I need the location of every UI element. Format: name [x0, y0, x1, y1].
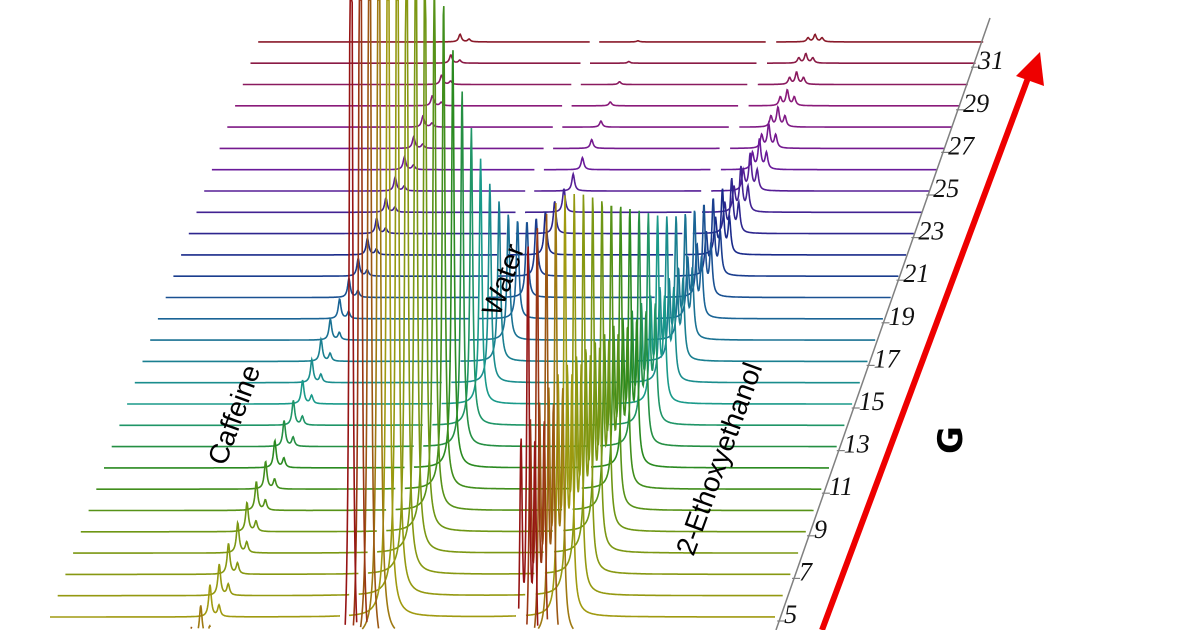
arrow-head-icon — [1016, 52, 1044, 86]
spectrum-trace-g24 — [196, 165, 922, 214]
spectrum-trace-g27 — [219, 120, 945, 150]
tick-label-5: 5 — [784, 600, 797, 629]
spectra-traces — [50, 0, 984, 630]
label-caffeine: Caffeine — [202, 361, 267, 469]
tick-label-13: 13 — [844, 430, 870, 459]
g-direction-arrow — [819, 52, 1044, 630]
tick-label-25: 25 — [933, 174, 959, 203]
spectrum-trace-g26 — [211, 138, 937, 171]
spectrum-trace-g7 — [65, 0, 791, 576]
arrow-shaft — [819, 76, 1031, 630]
label-2-ethoxyethanol: 2-Ethoxyethanol — [670, 358, 768, 559]
spectrum-trace-g28 — [227, 105, 953, 128]
tick-label-23: 23 — [918, 217, 944, 246]
spectrum-trace-g8 — [73, 0, 799, 554]
tick-label-11: 11 — [829, 472, 853, 501]
spectrum-trace-g1 — [344, 0, 539, 626]
tick-label-31: 31 — [977, 46, 1004, 75]
spectrum-trace-g6 — [57, 0, 783, 597]
g-axis-label: G — [931, 426, 971, 454]
spectrum-trace-g25 — [204, 152, 930, 192]
spectrum-trace-g5 — [50, 0, 775, 618]
spectrum-trace-g23 — [188, 177, 914, 235]
spectrum-trace-g32 — [258, 33, 984, 43]
tick-label-19: 19 — [889, 302, 915, 331]
tick-label-17: 17 — [874, 344, 901, 373]
spectrum-trace-g30 — [242, 71, 968, 86]
spectrum-trace-g21 — [173, 198, 899, 277]
spectrum-trace-g29 — [235, 88, 961, 107]
tick-label-7: 7 — [799, 557, 813, 586]
tick-label-15: 15 — [859, 387, 885, 416]
spectrum-trace-g4 — [197, 0, 574, 630]
tick-label-27: 27 — [948, 131, 975, 160]
tick-label-21: 21 — [903, 259, 929, 288]
tick-label-9: 9 — [814, 515, 827, 544]
g-axis-line — [775, 17, 991, 630]
spectrum-trace-g22 — [181, 188, 907, 256]
tick-label-29: 29 — [963, 89, 989, 118]
